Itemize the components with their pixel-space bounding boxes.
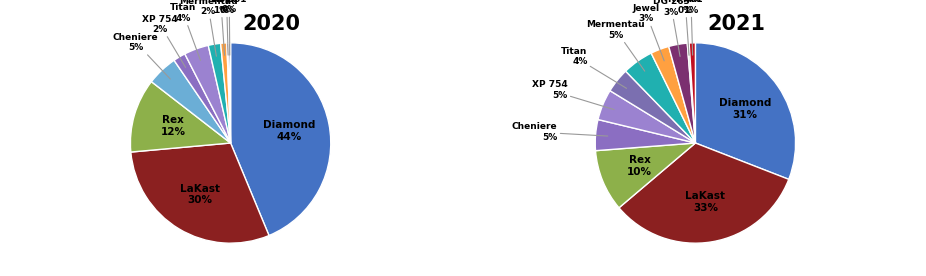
Text: Mermentau
2%: Mermentau 2% [179,0,238,56]
Text: Jewel
3%: Jewel 3% [632,4,664,61]
Text: Cheniere
5%: Cheniere 5% [113,33,170,79]
Wedge shape [598,91,695,143]
Text: LaKast
30%: LaKast 30% [180,184,219,205]
Wedge shape [208,43,231,143]
Wedge shape [151,60,231,143]
Wedge shape [131,143,269,243]
Text: Titan
4%: Titan 4% [561,47,627,88]
Wedge shape [185,45,231,143]
Wedge shape [687,43,695,143]
Wedge shape [689,43,695,143]
Wedge shape [229,43,231,143]
Text: Mix
1%: Mix 1% [682,0,700,55]
Wedge shape [695,43,795,179]
Text: Diamond
44%: Diamond 44% [263,120,316,142]
Wedge shape [174,54,231,143]
Text: Cheniere
5%: Cheniere 5% [512,122,607,142]
Text: XP 754
2%: XP 754 2% [142,15,185,67]
Wedge shape [619,143,789,243]
Text: Diamond
31%: Diamond 31% [719,98,771,120]
Text: 2021: 2021 [707,14,765,34]
Wedge shape [220,43,231,143]
Wedge shape [131,82,231,152]
Wedge shape [227,43,231,143]
Wedge shape [595,143,695,208]
Text: Roy
1%: Roy 1% [212,0,231,55]
Text: XP 754
5%: XP 754 5% [532,80,614,110]
Text: DG 263
3%: DG 263 3% [653,0,690,56]
Text: Rex
12%: Rex 12% [160,115,185,137]
Text: Rex
10%: Rex 10% [627,155,652,177]
Text: Mix
0%: Mix 0% [218,0,235,55]
Text: RT 401
0%: RT 401 0% [669,0,703,55]
Text: LaKast
33%: LaKast 33% [685,192,725,213]
Wedge shape [626,53,695,143]
Wedge shape [231,43,331,235]
Text: Mermentau
5%: Mermentau 5% [586,20,645,71]
Text: Titan
4%: Titan 4% [170,3,200,60]
Wedge shape [610,71,695,143]
Wedge shape [595,120,695,151]
Text: RT 801
0%: RT 801 0% [212,0,246,55]
Wedge shape [669,43,695,143]
Text: 2020: 2020 [243,14,300,34]
Wedge shape [651,46,695,143]
